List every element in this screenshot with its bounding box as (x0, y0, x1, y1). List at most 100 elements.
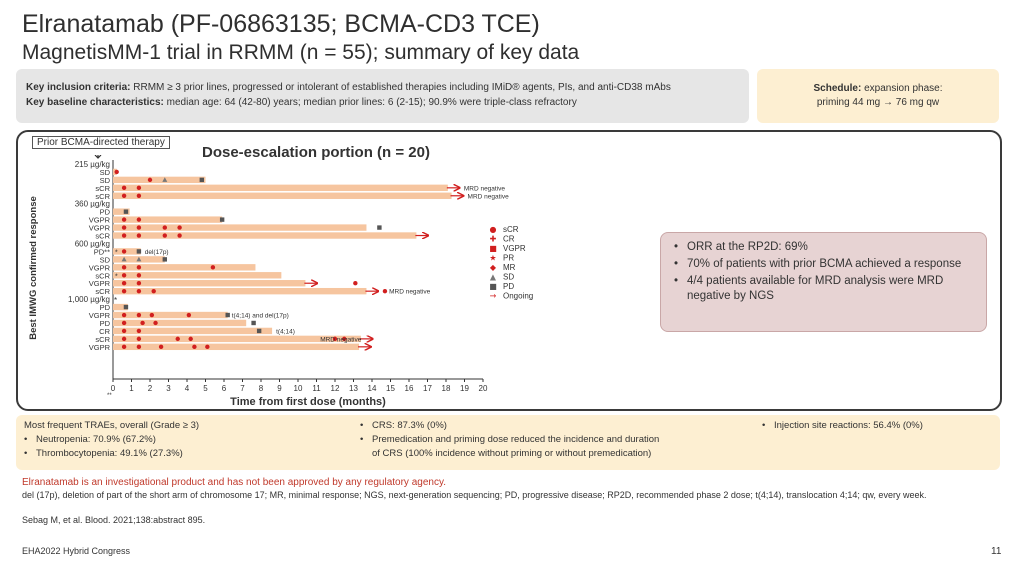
traes-neutropenia: • Neutropenia: 70.9% (67.2%) (24, 433, 199, 447)
x-tick-label: 18 (442, 384, 451, 393)
bullet-glyph: • (24, 447, 27, 461)
bullet-glyph: • (24, 433, 27, 447)
response-marker (137, 265, 141, 269)
traes-box: Most frequent TRAEs, overall (Grade ≥ 3)… (16, 415, 1000, 470)
response-marker (192, 345, 196, 349)
response-label: VGPR (89, 343, 111, 352)
pd-marker (163, 257, 167, 261)
row-annotation: MRD negative (389, 289, 431, 296)
response-marker (140, 321, 144, 325)
swimmer-bar (113, 312, 228, 318)
bullet-glyph: • (762, 419, 765, 433)
swimmer-bar (113, 185, 448, 191)
pd-marker (226, 313, 230, 317)
pd-marker (377, 225, 381, 229)
page-subtitle: MagnetisMM-1 trial in RRMM (n = 55); sum… (22, 41, 579, 65)
x-star-label: ** (107, 393, 112, 399)
pd-marker (124, 209, 128, 213)
legend-label: VGPR (503, 244, 526, 253)
legend-label: CR (503, 235, 515, 244)
response-marker (187, 313, 191, 317)
response-marker (137, 289, 141, 293)
pd-marker (257, 329, 261, 333)
response-marker (163, 225, 167, 229)
schedule-line-1: Schedule: expansion phase: (767, 82, 989, 96)
swimmer-bar (113, 344, 359, 350)
response-marker (137, 233, 141, 237)
response-marker (211, 265, 215, 269)
swimmer-bar (113, 320, 246, 326)
response-marker (122, 233, 126, 237)
pd-marker (251, 321, 255, 325)
x-tick-label: 3 (166, 384, 171, 393)
response-marker (205, 345, 209, 349)
x-tick-label: 1 (129, 384, 134, 393)
prior-bcma-marker: * (115, 249, 118, 256)
traes-premedication-cont: of CRS (100% incidence without priming o… (360, 447, 659, 461)
summary-mrd: 4/4 patients available for MRD analysis … (673, 274, 974, 304)
response-marker (122, 194, 126, 198)
baseline-label: Key baseline characteristics: (26, 97, 164, 108)
response-marker (122, 225, 126, 229)
x-tick-label: 14 (368, 384, 377, 393)
prior-bcma-marker: * (115, 273, 118, 280)
response-marker (137, 217, 141, 221)
swimmer-bar (113, 224, 366, 230)
response-marker (122, 281, 126, 285)
traes-col-1: Most frequent TRAEs, overall (Grade ≥ 3)… (24, 419, 199, 461)
row-annotation: MRD negative (320, 336, 362, 343)
x-tick-label: 6 (222, 384, 227, 393)
response-marker (122, 265, 126, 269)
footnote: del (17p), deletion of part of the short… (22, 489, 982, 501)
traes-heading: Most frequent TRAEs, overall (Grade ≥ 3) (24, 419, 199, 433)
legend-symbol: ◆ (490, 263, 497, 272)
pd-marker (220, 217, 224, 221)
summary-box: ORR at the RP2D: 69% 70% of patients wit… (660, 232, 987, 332)
response-marker (176, 337, 180, 341)
response-marker (150, 313, 154, 317)
traes-injection-site: • Injection site reactions: 56.4% (0%) (762, 419, 923, 433)
response-marker (153, 321, 157, 325)
x-tick-label: 7 (240, 384, 245, 393)
x-tick-label: 2 (148, 384, 153, 393)
baseline-text: median age: 64 (42-80) years; median pri… (167, 97, 577, 108)
summary-orr: ORR at the RP2D: 69% (673, 240, 974, 255)
traes-premedication: • Premedication and priming dose reduced … (360, 433, 659, 447)
schedule-box: Schedule: expansion phase: priming 44 mg… (757, 69, 999, 123)
legend-symbol: ★ (489, 254, 496, 263)
x-tick-label: 11 (312, 384, 321, 393)
legend-symbol: ▲ (490, 273, 497, 282)
response-marker (177, 233, 181, 237)
congress-label: EHA2022 Hybrid Congress (22, 546, 130, 556)
legend-label: PD (503, 282, 514, 291)
y-axis-label: Best IMWG confirmed response (28, 196, 39, 340)
x-axis-label: Time from first dose (months) (230, 396, 386, 408)
x-tick-label: 8 (259, 384, 264, 393)
bullet-glyph: • (360, 419, 363, 433)
page-title: Elranatamab (PF-06863135; BCMA-CD3 TCE) (22, 10, 540, 39)
swimmer-bar (113, 193, 452, 199)
prior-bcma-arrow (95, 155, 101, 158)
response-marker (115, 170, 119, 174)
page-number: 11 (991, 546, 1001, 557)
row-annotation: MRD negative (468, 193, 510, 200)
x-tick-label: 0 (111, 384, 116, 393)
swimmer-bar (113, 264, 255, 270)
response-marker (177, 225, 181, 229)
x-tick-label: 16 (405, 384, 414, 393)
criteria-box: Key inclusion criteria: RRMM ≥ 3 prior l… (16, 69, 749, 123)
traes-col-2: • CRS: 87.3% (0%) • Premedication and prim… (360, 419, 659, 461)
response-marker (137, 186, 141, 190)
x-tick-label: 17 (423, 384, 432, 393)
response-marker (122, 337, 126, 341)
response-marker (122, 273, 126, 277)
response-marker (122, 249, 126, 253)
legend-label: sCR (503, 225, 519, 234)
swimmer-bar (113, 177, 206, 183)
bullet-glyph: • (360, 433, 363, 447)
swimmer-bar (113, 216, 222, 222)
legend-label: MR (503, 263, 516, 272)
response-marker (189, 337, 193, 341)
summary-prior-bcma: 70% of patients with prior BCMA achieved… (673, 257, 974, 272)
